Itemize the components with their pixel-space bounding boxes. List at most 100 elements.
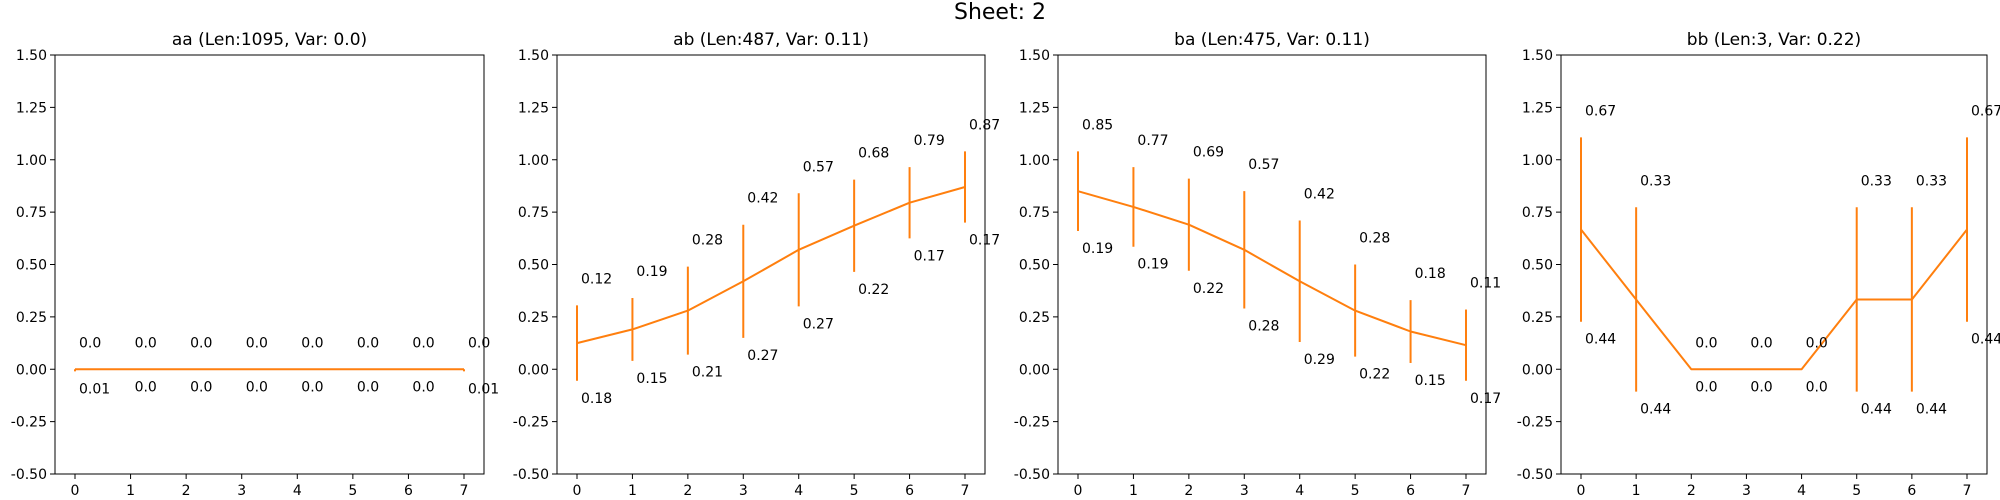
y-tick-label-1-1: -0.25 bbox=[513, 415, 549, 431]
x-tick-label-0-6: 6 bbox=[404, 483, 413, 499]
y-tick-label-1-4: 0.50 bbox=[518, 258, 549, 274]
data-label-top-3-7: 0.67 bbox=[1971, 103, 2000, 119]
data-label-bottom-3-2: 0.0 bbox=[1695, 379, 1717, 395]
x-tick-label-3-5: 5 bbox=[1852, 483, 1861, 499]
y-tick-label-3-0: -0.50 bbox=[1517, 467, 1553, 483]
y-tick-label-2-8: 1.50 bbox=[1019, 48, 1050, 64]
data-label-bottom-0-7: 0.01 bbox=[468, 381, 499, 397]
data-label-bottom-0-4: 0.0 bbox=[301, 379, 323, 395]
series-line-3 bbox=[1580, 228, 1968, 371]
x-tick-label-0-7: 7 bbox=[460, 483, 469, 499]
data-label-top-3-6: 0.33 bbox=[1916, 173, 1947, 189]
data-label-bottom-1-1: 0.15 bbox=[636, 371, 667, 387]
data-label-top-2-0: 0.85 bbox=[1082, 117, 1113, 133]
x-tick-label-0-0: 0 bbox=[71, 483, 80, 499]
data-label-bottom-3-1: 0.44 bbox=[1640, 402, 1671, 418]
data-label-bottom-2-3: 0.28 bbox=[1248, 318, 1279, 334]
data-label-top-2-6: 0.18 bbox=[1415, 266, 1446, 282]
data-label-top-2-2: 0.69 bbox=[1193, 145, 1224, 161]
data-label-top-3-2: 0.0 bbox=[1695, 335, 1717, 351]
data-label-top-0-4: 0.0 bbox=[301, 335, 323, 351]
y-tick-label-3-1: -0.25 bbox=[1517, 415, 1553, 431]
x-tick-label-1-4: 4 bbox=[794, 483, 803, 499]
y-tick-label-3-4: 0.50 bbox=[1522, 258, 1553, 274]
x-tick-label-3-7: 7 bbox=[1963, 483, 1972, 499]
data-label-bottom-3-0: 0.44 bbox=[1585, 332, 1616, 348]
data-label-bottom-0-2: 0.0 bbox=[190, 379, 212, 395]
data-label-top-2-1: 0.77 bbox=[1137, 133, 1168, 149]
data-label-top-1-5: 0.68 bbox=[858, 146, 889, 162]
y-tick-label-1-3: 0.25 bbox=[518, 310, 549, 326]
data-label-top-1-7: 0.87 bbox=[969, 117, 1000, 133]
y-tick-label-3-8: 1.50 bbox=[1522, 48, 1553, 64]
data-label-bottom-3-4: 0.0 bbox=[1806, 379, 1828, 395]
data-label-bottom-3-7: 0.44 bbox=[1971, 332, 2000, 348]
data-label-bottom-1-0: 0.18 bbox=[581, 391, 612, 407]
data-label-bottom-2-7: 0.17 bbox=[1470, 391, 1501, 407]
y-tick-label-1-5: 0.75 bbox=[518, 205, 549, 221]
data-label-bottom-1-5: 0.22 bbox=[858, 282, 889, 298]
y-tick-label-1-2: 0.00 bbox=[518, 362, 549, 378]
data-label-top-3-3: 0.0 bbox=[1750, 335, 1772, 351]
data-label-bottom-3-5: 0.44 bbox=[1861, 402, 1892, 418]
y-tick-label-2-4: 0.50 bbox=[1019, 258, 1050, 274]
x-tick-label-2-7: 7 bbox=[1462, 483, 1471, 499]
x-tick-label-0-2: 2 bbox=[182, 483, 191, 499]
data-label-top-2-5: 0.28 bbox=[1359, 231, 1390, 247]
y-tick-label-0-2: 0.00 bbox=[16, 362, 47, 378]
x-tick-label-1-1: 1 bbox=[628, 483, 637, 499]
y-tick-label-3-3: 0.25 bbox=[1522, 310, 1553, 326]
x-tick-label-1-7: 7 bbox=[961, 483, 970, 499]
x-tick-label-3-4: 4 bbox=[1797, 483, 1806, 499]
data-label-top-0-2: 0.0 bbox=[190, 335, 212, 351]
y-tick-label-2-3: 0.25 bbox=[1019, 310, 1050, 326]
data-label-top-2-4: 0.42 bbox=[1304, 187, 1335, 203]
y-tick-label-2-0: -0.50 bbox=[1014, 467, 1050, 483]
x-tick-label-1-2: 2 bbox=[683, 483, 692, 499]
y-tick-label-0-1: -0.25 bbox=[11, 415, 47, 431]
data-label-bottom-2-2: 0.22 bbox=[1193, 281, 1224, 297]
data-label-bottom-0-5: 0.0 bbox=[357, 379, 379, 395]
x-tick-label-3-1: 1 bbox=[1632, 483, 1641, 499]
y-tick-label-2-6: 1.00 bbox=[1019, 153, 1050, 169]
y-tick-label-2-2: 0.00 bbox=[1019, 362, 1050, 378]
y-tick-label-3-7: 1.25 bbox=[1522, 100, 1553, 116]
data-label-top-1-3: 0.42 bbox=[747, 191, 778, 207]
data-label-bottom-1-2: 0.21 bbox=[692, 365, 723, 381]
y-tick-label-2-1: -0.25 bbox=[1014, 415, 1050, 431]
y-tick-label-1-6: 1.00 bbox=[518, 153, 549, 169]
x-tick-label-2-6: 6 bbox=[1406, 483, 1415, 499]
x-tick-label-1-3: 3 bbox=[739, 483, 748, 499]
data-label-bottom-2-5: 0.22 bbox=[1359, 367, 1390, 383]
data-label-top-2-3: 0.57 bbox=[1248, 157, 1279, 173]
data-label-bottom-0-6: 0.0 bbox=[412, 379, 434, 395]
y-tick-label-3-6: 1.00 bbox=[1522, 153, 1553, 169]
x-tick-label-0-4: 4 bbox=[293, 483, 302, 499]
x-tick-label-1-0: 0 bbox=[573, 483, 582, 499]
data-label-top-0-6: 0.0 bbox=[412, 335, 434, 351]
panel-title-2: ba (Len:475, Var: 0.11) bbox=[1174, 30, 1370, 50]
y-tick-label-0-6: 1.00 bbox=[16, 153, 47, 169]
data-label-bottom-0-1: 0.0 bbox=[135, 379, 157, 395]
x-tick-label-2-2: 2 bbox=[1184, 483, 1193, 499]
y-tick-label-3-5: 0.75 bbox=[1522, 205, 1553, 221]
data-label-bottom-2-0: 0.19 bbox=[1082, 241, 1113, 257]
y-tick-label-3-2: 0.00 bbox=[1522, 362, 1553, 378]
x-tick-label-2-5: 5 bbox=[1351, 483, 1360, 499]
data-label-top-2-7: 0.11 bbox=[1470, 276, 1501, 292]
data-label-top-3-4: 0.0 bbox=[1806, 335, 1828, 351]
y-tick-label-0-5: 0.75 bbox=[16, 205, 47, 221]
axes-frame-0 bbox=[54, 54, 485, 475]
x-tick-label-3-0: 0 bbox=[1577, 483, 1586, 499]
data-label-top-3-0: 0.67 bbox=[1585, 103, 1616, 119]
data-label-top-0-3: 0.0 bbox=[246, 335, 268, 351]
data-label-top-1-4: 0.57 bbox=[803, 159, 834, 175]
data-label-bottom-2-6: 0.15 bbox=[1415, 373, 1446, 389]
data-label-bottom-1-4: 0.27 bbox=[803, 316, 834, 332]
data-label-bottom-2-1: 0.19 bbox=[1137, 257, 1168, 273]
x-tick-label-2-1: 1 bbox=[1129, 483, 1138, 499]
y-tick-label-0-0: -0.50 bbox=[11, 467, 47, 483]
data-label-bottom-0-3: 0.0 bbox=[246, 379, 268, 395]
data-label-top-0-7: 0.0 bbox=[468, 335, 490, 351]
